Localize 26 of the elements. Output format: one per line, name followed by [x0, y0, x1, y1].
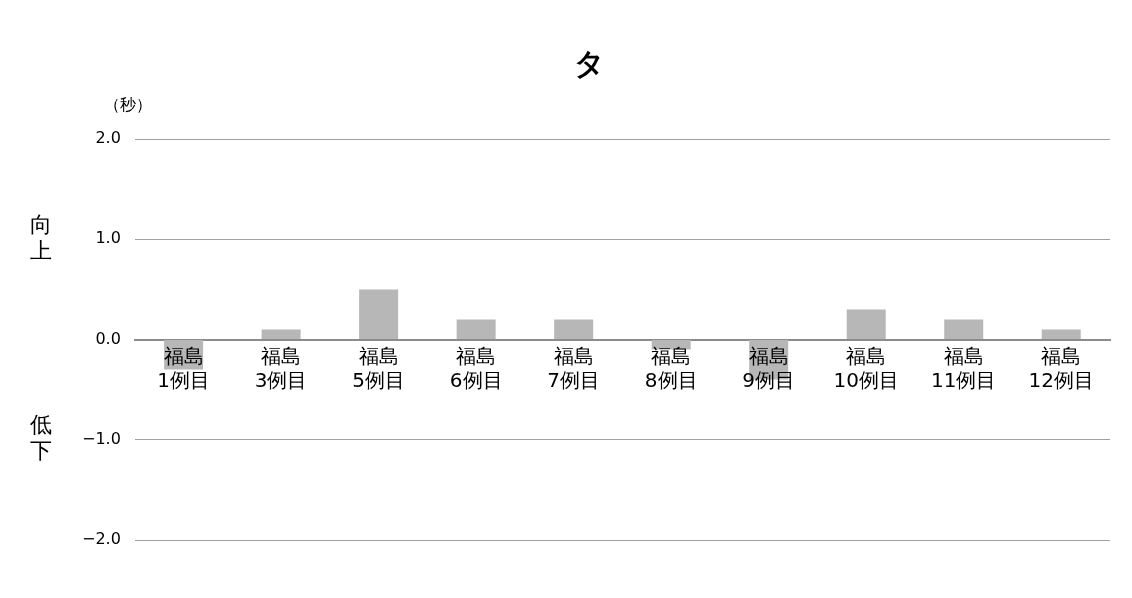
- bar: [456, 319, 496, 339]
- x-tick-label: 福島 1例目: [157, 343, 210, 392]
- bar: [944, 319, 984, 339]
- y-tick-label: 0.0: [95, 328, 121, 348]
- y-tick-label: −1.0: [81, 428, 121, 448]
- bar: [554, 319, 594, 339]
- x-tick-label: 福島 12例目: [1028, 343, 1094, 392]
- text: 向上: [30, 211, 52, 263]
- x-tick-label: 福島 9例目: [742, 343, 796, 392]
- x-tick-label: 福島 3例目: [254, 343, 308, 392]
- y-tick-label: 2.0: [95, 128, 121, 148]
- bar: [1041, 329, 1081, 339]
- y-axis-title: （秒）: [104, 95, 152, 115]
- chart-title: タ: [573, 45, 605, 81]
- bar: [261, 329, 301, 339]
- y-tick-label: 1.0: [95, 228, 121, 248]
- x-tick-label: 福島 10例目: [833, 343, 899, 392]
- x-tick-label: 福島 11例目: [931, 343, 997, 392]
- bar: [359, 289, 399, 339]
- y-tick-label: −2.0: [81, 529, 121, 549]
- x-tick-label: 福島 6例目: [449, 343, 503, 392]
- bar: [846, 309, 886, 339]
- text: 低下: [30, 412, 52, 464]
- x-tick-label: 福島 5例目: [352, 343, 406, 392]
- x-tick-label: 福島 8例目: [644, 343, 698, 392]
- x-tick-label: 福島 7例目: [547, 343, 601, 392]
